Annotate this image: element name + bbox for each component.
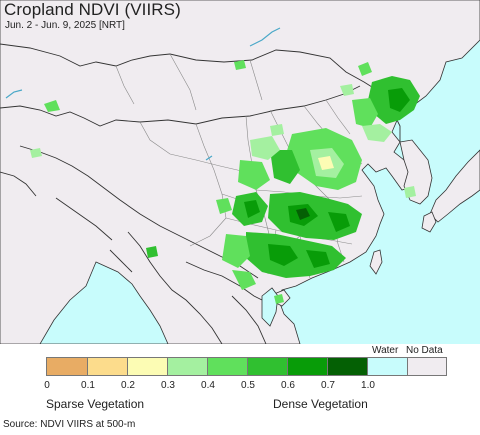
map-area (0, 0, 480, 344)
legend-tick: 0.6 (281, 380, 295, 391)
gulf-of-tonkin (261, 287, 279, 327)
legend-swatch-nodata (407, 357, 447, 376)
legend-tick: 0 (44, 380, 50, 391)
footer-bar (0, 416, 480, 435)
page-title: Cropland NDVI (VIIRS) (4, 0, 181, 19)
bay-of-bengal (39, 261, 169, 344)
legend-swatch-4 (207, 357, 248, 376)
sparse-vegetation-label: Sparse Vegetation (46, 397, 145, 411)
vegetation-areas (30, 60, 420, 304)
legend-nodata-label: No Data (406, 345, 443, 356)
legend-swatch-3 (167, 357, 208, 376)
water-features (5, 27, 281, 161)
legend-tick: 1.0 (361, 380, 375, 391)
legend-swatch-1 (87, 357, 128, 376)
legend-tick: 0.7 (321, 380, 335, 391)
legend-swatch-7 (327, 357, 368, 376)
legend-tick: 0.5 (241, 380, 255, 391)
legend-swatch-5 (247, 357, 288, 376)
legend-tick: 0.2 (121, 380, 135, 391)
legend-swatch-water (367, 357, 408, 376)
legend-tick: 0.4 (201, 380, 215, 391)
national-borders (0, 43, 409, 344)
source-note: Source: NDVI VIIRS at 500-m (3, 419, 136, 430)
legend-swatch-6 (287, 357, 328, 376)
legend-tick: 0.1 (81, 380, 95, 391)
legend-water-label: Water (372, 345, 399, 356)
legend-tick: 0.3 (161, 380, 175, 391)
kyushu (421, 211, 437, 233)
dense-vegetation-label: Dense Vegetation (273, 397, 368, 411)
legend-swatch-0 (46, 357, 88, 376)
legend-swatch-2 (127, 357, 168, 376)
date-range: Jun. 2 - Jun. 9, 2025 [NRT] (5, 20, 125, 31)
taiwan (369, 249, 383, 275)
